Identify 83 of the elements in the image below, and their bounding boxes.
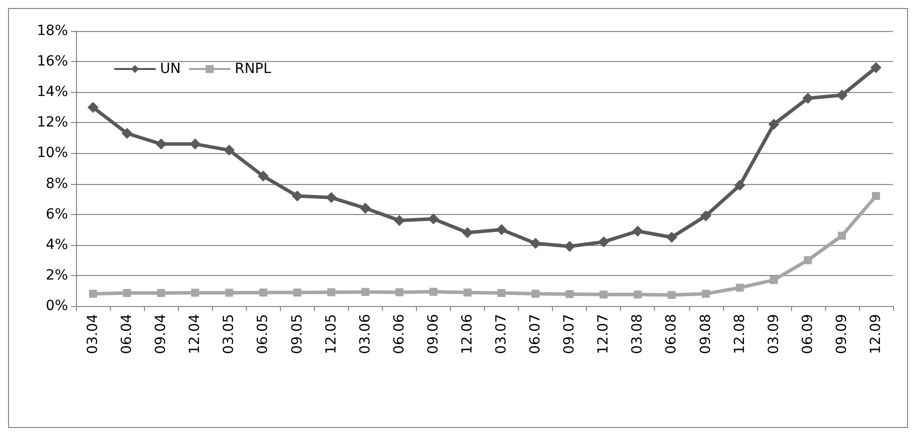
point <box>191 288 200 297</box>
point <box>702 290 710 298</box>
point <box>394 214 405 226</box>
y-tick-label: 16% <box>36 54 68 70</box>
point <box>736 284 744 292</box>
point <box>802 92 814 104</box>
x-tick-label: 06.09 <box>800 314 816 354</box>
y-tick-label: 18% <box>36 23 68 39</box>
x-tick-label: 06.06 <box>391 314 408 354</box>
x-tick-label: 03.07 <box>494 314 510 354</box>
point <box>190 138 201 150</box>
x-tick-label: 06.04 <box>119 314 136 354</box>
point <box>429 288 438 296</box>
x-tick-label: 06.07 <box>528 314 544 354</box>
point <box>598 236 610 248</box>
point <box>634 290 642 299</box>
x-tick-label: 06.05 <box>255 314 272 354</box>
point <box>293 288 302 297</box>
x-tick-label: 12.07 <box>596 314 612 354</box>
point <box>462 227 473 238</box>
point <box>734 180 746 191</box>
point <box>496 224 508 236</box>
point <box>566 290 574 298</box>
point <box>428 213 439 224</box>
x-tick-label: 09.07 <box>562 314 578 354</box>
x-tick-label: 12.06 <box>459 314 476 354</box>
x-tick-label: 12.04 <box>187 314 204 354</box>
point <box>361 288 370 296</box>
point <box>804 256 812 264</box>
x-tick-label: 12.09 <box>868 314 884 354</box>
x-tick-label: 09.05 <box>289 314 306 354</box>
point <box>157 289 166 298</box>
point <box>360 202 371 214</box>
point <box>225 288 234 297</box>
point <box>463 288 472 297</box>
point <box>666 232 678 243</box>
point <box>668 291 676 299</box>
point <box>395 288 404 296</box>
point <box>870 62 882 74</box>
point <box>224 144 235 156</box>
point <box>632 226 644 237</box>
y-tick-label: 10% <box>36 145 68 162</box>
point <box>838 232 846 240</box>
x-tick-label: 09.06 <box>425 314 442 354</box>
x-tick-label: 03.08 <box>630 314 646 354</box>
y-tick-label: 6% <box>46 206 68 222</box>
legend-label: UN <box>160 61 181 77</box>
x-tick-label: 06.08 <box>664 314 680 354</box>
x-tick-label: 12.08 <box>732 314 748 354</box>
point <box>258 170 269 182</box>
x-tick-label: 09.08 <box>698 314 714 354</box>
point <box>836 90 848 101</box>
x-tick-label: 03.05 <box>221 314 238 354</box>
point <box>88 102 99 113</box>
x-tick-label: 12.05 <box>323 314 340 354</box>
point <box>326 192 337 204</box>
x-tick-label: 09.04 <box>153 314 170 354</box>
point <box>122 128 133 139</box>
point <box>770 276 778 284</box>
point <box>564 240 576 252</box>
point <box>89 290 98 298</box>
point <box>327 288 336 296</box>
point <box>532 290 540 298</box>
point <box>123 289 132 298</box>
x-tick-label: 09.09 <box>834 314 850 354</box>
point <box>498 289 506 298</box>
point <box>292 190 303 202</box>
point <box>530 238 542 249</box>
point <box>259 288 268 297</box>
point <box>600 290 608 299</box>
y-tick-label: 8% <box>46 176 68 192</box>
x-tick-label: 03.06 <box>357 314 374 354</box>
y-tick-label: 14% <box>36 84 68 100</box>
point <box>700 210 712 222</box>
y-tick-label: 4% <box>46 236 68 253</box>
x-tick-label: 03.04 <box>85 314 102 354</box>
y-tick-label: 0% <box>46 298 68 314</box>
y-tick-label: 2% <box>46 267 68 284</box>
legend-label: RNPL <box>234 61 272 77</box>
point <box>768 118 780 130</box>
y-tick-label: 12% <box>36 114 68 131</box>
x-tick-label: 03.09 <box>766 314 782 354</box>
point <box>872 192 880 200</box>
